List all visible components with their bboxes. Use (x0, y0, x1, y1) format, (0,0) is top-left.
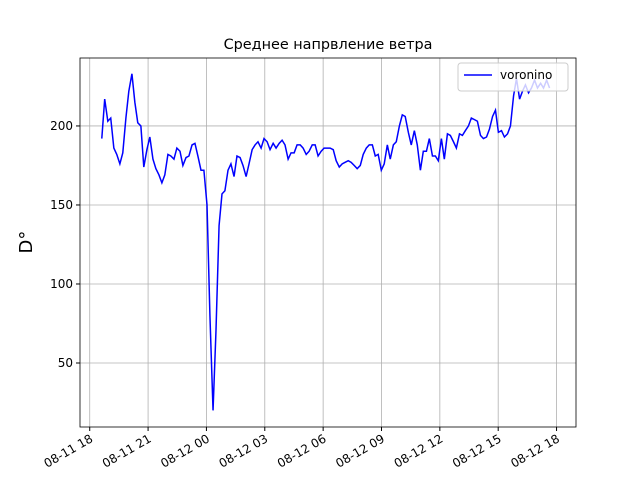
data-line (101, 73, 551, 411)
x-tick-label: 08-12 18 (508, 431, 562, 470)
x-tick-label: 08-12 15 (450, 431, 504, 470)
x-tick-label: 08-12 00 (158, 431, 212, 470)
x-tick-label: 08-11 18 (42, 431, 96, 470)
chart-title: Среднее напрвление ветра (224, 37, 433, 53)
y-tick-label: 200 (50, 119, 73, 133)
y-tick-label: 150 (50, 198, 73, 212)
x-tick-label: 08-12 12 (392, 431, 446, 470)
y-tick-label: 50 (58, 356, 73, 370)
legend-box (457, 62, 569, 92)
x-tick-label: 08-11 21 (100, 431, 154, 470)
plot-frame (79, 57, 577, 428)
y-axis-label: D° (16, 231, 37, 254)
x-tick-label: 08-12 09 (333, 431, 387, 470)
x-tick-label: 08-12 03 (217, 431, 271, 470)
legend-label: voronino (500, 68, 552, 82)
y-tick-label: 100 (50, 277, 73, 291)
x-tick-label: 08-12 06 (275, 431, 329, 470)
